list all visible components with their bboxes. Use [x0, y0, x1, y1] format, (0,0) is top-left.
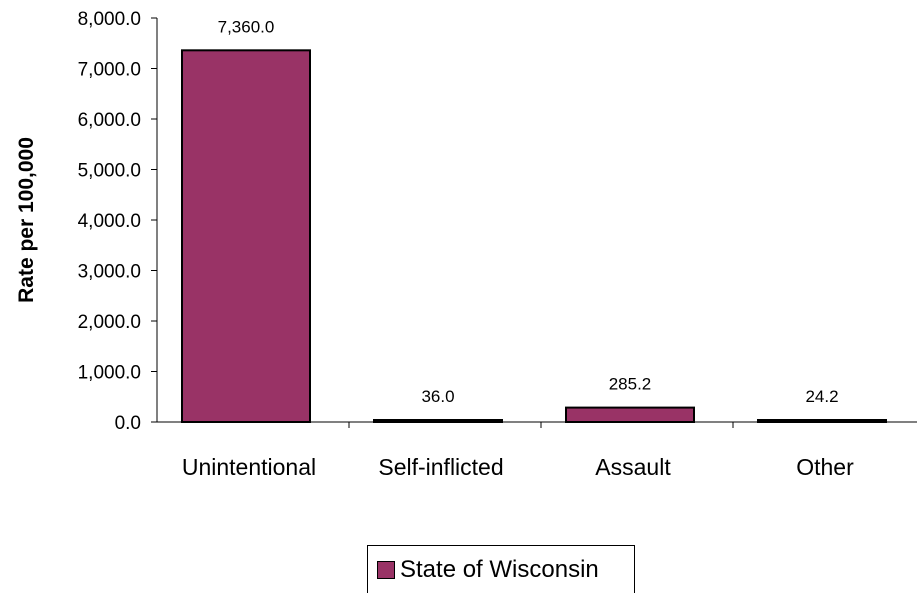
y-axis-label: Rate per 100,000	[15, 137, 38, 303]
data-label: 24.2	[805, 387, 838, 406]
y-tick-label: 1,000.0	[78, 363, 141, 384]
data-label: 36.0	[421, 387, 454, 406]
y-tick-label: 5,000.0	[78, 161, 141, 182]
legend-label: State of Wisconsin	[400, 555, 599, 583]
y-axis: 0.0 1,000.0 2,000.0 3,000.0 4,000.0 5,000.0 6,…	[78, 9, 158, 434]
y-tick-label: 8,000.0	[78, 9, 141, 30]
y-tick-label: 4,000.0	[78, 211, 141, 232]
bars: 7,360.0 36.0 285.2 24.2	[181, 17, 887, 424]
y-tick-label: 0.0	[115, 413, 141, 434]
y-tick-label: 7,000.0	[78, 60, 141, 81]
bar	[565, 406, 695, 424]
legend-swatch	[377, 560, 395, 579]
x-tick-label: Assault	[595, 454, 671, 480]
legend: State of Wisconsin	[367, 545, 635, 593]
bar-chart: Rate per 100,000 0.0 1,000.0 2,000.0 3,000.…	[15, 9, 917, 480]
bar	[757, 419, 887, 423]
bar	[181, 49, 311, 423]
y-tick-label: 2,000.0	[78, 312, 141, 333]
x-tick-label: Unintentional	[182, 454, 316, 480]
y-tick-label: 3,000.0	[78, 262, 141, 283]
y-tick-label: 6,000.0	[78, 110, 141, 131]
x-tick-label: Self-inflicted	[378, 454, 503, 480]
data-label: 285.2	[609, 375, 652, 394]
x-axis: Unintentional Self-inflicted Assault Other	[157, 421, 917, 480]
data-label: 7,360.0	[218, 17, 275, 36]
x-tick-label: Other	[796, 454, 854, 480]
bar	[373, 419, 503, 423]
